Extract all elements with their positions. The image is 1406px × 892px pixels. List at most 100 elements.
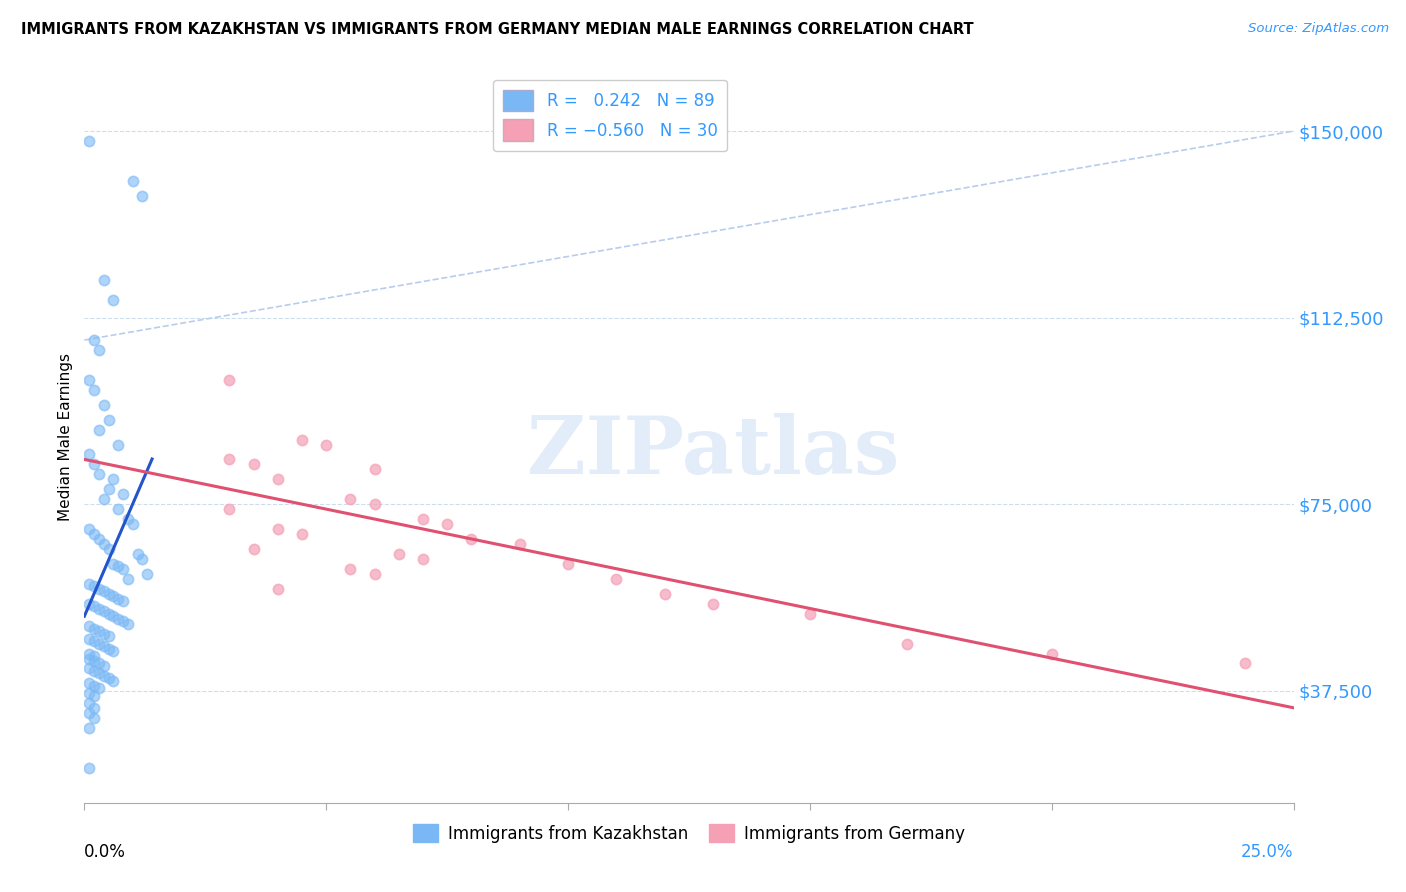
Point [93, 659, 115, 673]
Point [83, 648, 105, 663]
Point [83, 701, 105, 715]
Point [315, 437, 337, 451]
Text: IMMIGRANTS FROM KAZAKHSTAN VS IMMIGRANTS FROM GERMANY MEDIAN MALE EARNINGS CORRE: IMMIGRANTS FROM KAZAKHSTAN VS IMMIGRANTS… [21, 22, 974, 37]
Point [93, 604, 115, 618]
Point [97, 542, 120, 557]
Point [107, 559, 129, 574]
Y-axis label: Median Male Earnings: Median Male Earnings [58, 353, 73, 521]
Point [112, 614, 135, 628]
Point [654, 587, 676, 601]
Point [103, 472, 125, 486]
Point [412, 512, 434, 526]
Point [87, 624, 110, 639]
Point [291, 433, 314, 447]
Point [93, 639, 115, 653]
Point [103, 590, 125, 604]
Point [136, 566, 159, 581]
Point [218, 373, 240, 387]
Point [112, 487, 135, 501]
Point [83, 527, 105, 541]
Point [363, 566, 385, 581]
Point [77, 597, 100, 611]
Point [103, 673, 125, 688]
Point [97, 607, 120, 621]
Point [77, 676, 100, 690]
Point [412, 552, 434, 566]
Point [77, 686, 100, 700]
Point [87, 657, 110, 671]
Point [77, 651, 100, 665]
Point [117, 512, 139, 526]
Point [436, 517, 458, 532]
Point [77, 632, 100, 646]
Point [87, 681, 110, 696]
Point [77, 661, 100, 675]
Point [112, 594, 135, 608]
Point [87, 601, 110, 615]
Point [87, 666, 110, 681]
Point [93, 537, 115, 551]
Point [121, 174, 143, 188]
Point [83, 664, 105, 678]
Point [87, 343, 110, 357]
Point [77, 761, 100, 775]
Point [107, 612, 129, 626]
Point [702, 597, 724, 611]
Point [87, 423, 110, 437]
Point [77, 619, 100, 633]
Point [363, 462, 385, 476]
Point [83, 711, 105, 725]
Point [77, 647, 100, 661]
Point [83, 689, 105, 703]
Point [77, 706, 100, 721]
Point [83, 458, 105, 472]
Point [77, 373, 100, 387]
Point [127, 547, 149, 561]
Point [83, 654, 105, 668]
Point [267, 522, 290, 536]
Point [87, 532, 110, 546]
Point [103, 293, 125, 308]
Point [77, 721, 100, 735]
Point [605, 572, 627, 586]
Point [77, 448, 100, 462]
Point [107, 591, 129, 606]
Point [509, 537, 531, 551]
Legend: Immigrants from Kazakhstan, Immigrants from Germany: Immigrants from Kazakhstan, Immigrants f… [406, 818, 972, 849]
Point [93, 492, 115, 507]
Text: ZIPatlas: ZIPatlas [527, 413, 900, 491]
Point [83, 622, 105, 636]
Point [339, 492, 361, 507]
Point [339, 562, 361, 576]
Point [291, 527, 314, 541]
Point [131, 552, 153, 566]
Point [121, 517, 143, 532]
Point [363, 497, 385, 511]
Point [97, 483, 120, 497]
Point [93, 398, 115, 412]
Point [131, 188, 153, 202]
Point [1040, 647, 1063, 661]
Text: 0.0%: 0.0% [84, 843, 127, 861]
Point [388, 547, 411, 561]
Point [77, 522, 100, 536]
Point [93, 273, 115, 287]
Point [97, 629, 120, 643]
Point [87, 467, 110, 482]
Point [117, 572, 139, 586]
Point [97, 587, 120, 601]
Point [557, 557, 579, 571]
Point [83, 634, 105, 648]
Text: 25.0%: 25.0% [1241, 843, 1294, 861]
Point [83, 383, 105, 397]
Point [93, 584, 115, 599]
Point [267, 472, 290, 486]
Point [83, 333, 105, 347]
Point [87, 582, 110, 596]
Point [97, 641, 120, 656]
Point [267, 582, 290, 596]
Point [83, 679, 105, 693]
Point [242, 542, 264, 557]
Point [77, 696, 100, 710]
Point [218, 452, 240, 467]
